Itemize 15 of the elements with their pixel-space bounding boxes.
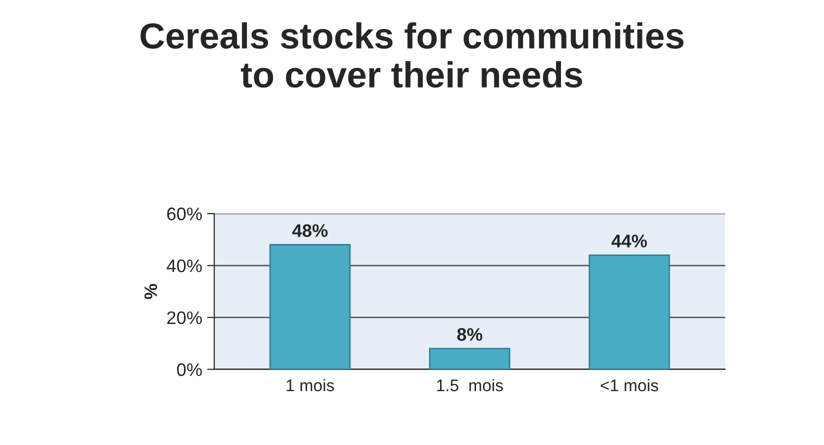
bar — [588, 254, 670, 370]
x-tick-label: 1 mois — [286, 379, 334, 392]
y-axis-title: % — [144, 284, 158, 300]
data-label: 8% — [457, 328, 482, 341]
bar — [269, 244, 351, 370]
chart-title: Cereals stocks for communities to cover their needs — [140, 22, 684, 88]
x-tick-label: <1 mois — [600, 379, 658, 392]
y-tick-label: 0% — [177, 363, 202, 376]
data-label: 44% — [612, 234, 647, 248]
data-label: 48% — [292, 224, 328, 238]
bar — [429, 348, 510, 370]
y-tick-label: 40% — [166, 259, 202, 272]
x-tick-label: 1.5 mois — [437, 379, 503, 392]
y-tick-label: 60% — [167, 208, 202, 220]
y-tick-label: 20% — [167, 311, 202, 324]
